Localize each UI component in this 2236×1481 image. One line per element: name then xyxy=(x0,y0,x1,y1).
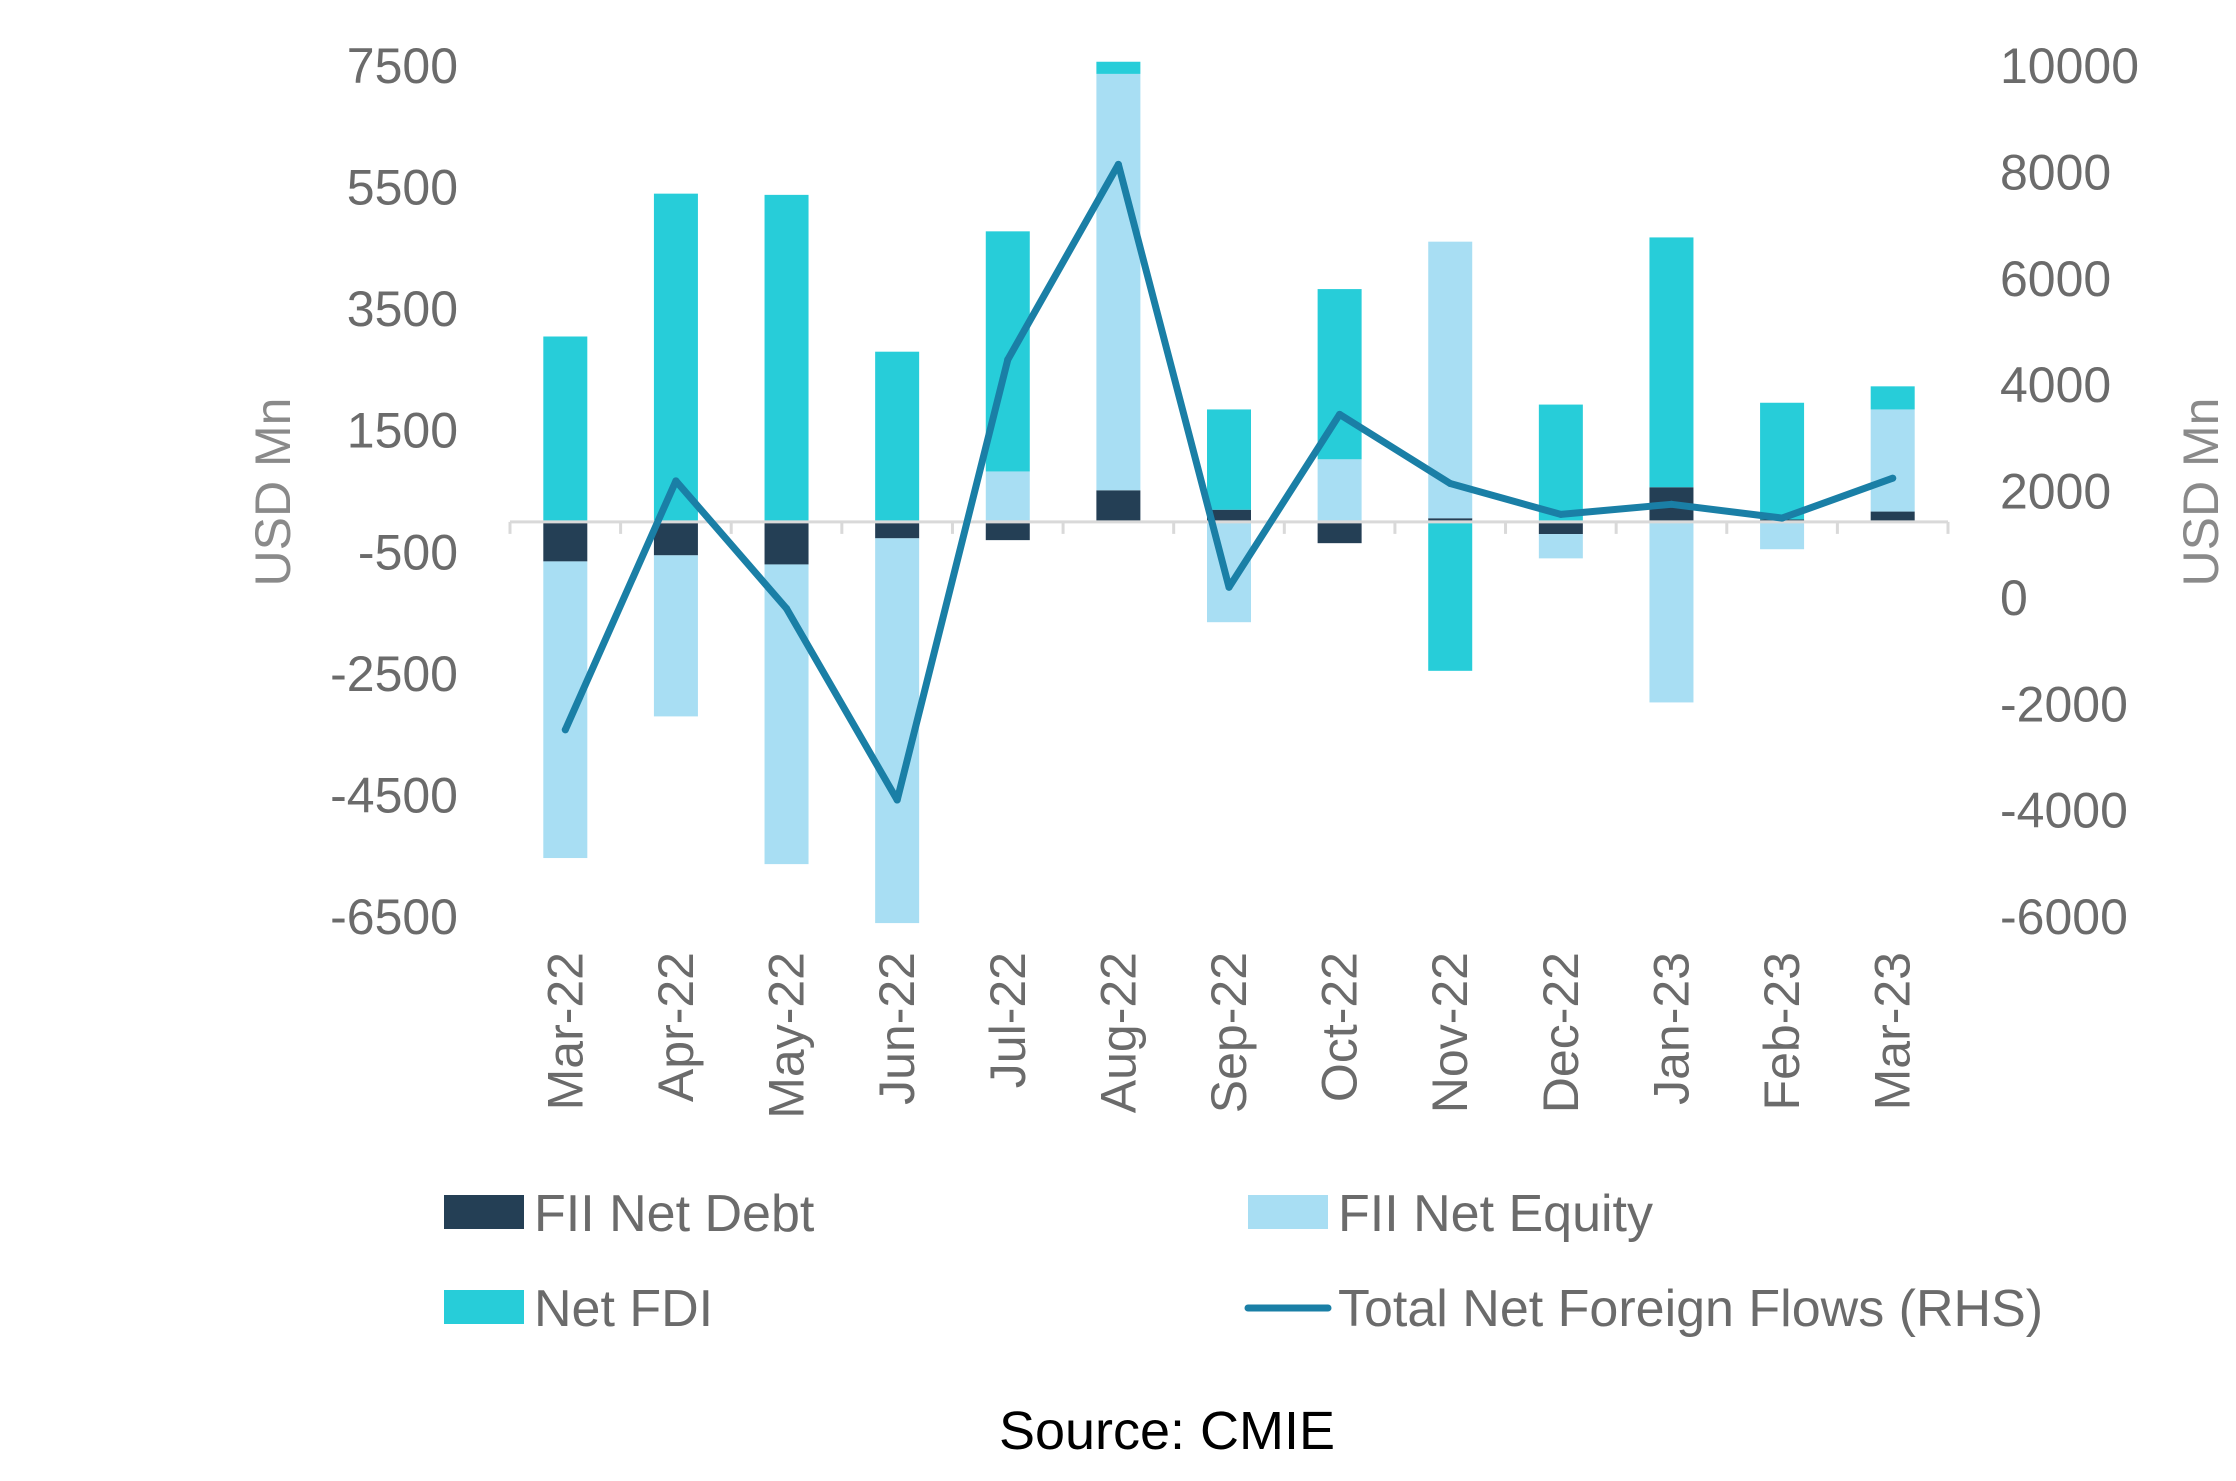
line-point-jan-23 xyxy=(1667,500,1675,508)
line-point-feb-23 xyxy=(1778,514,1786,522)
bar-net-fdi-jun-22 xyxy=(875,351,920,522)
left-axis-title: USD Mn xyxy=(245,398,301,587)
bar-net-fdi-aug-22 xyxy=(1096,61,1141,74)
x-category-label-sep-22: Sep-22 xyxy=(1201,952,1257,1113)
source-note: Source: CMIE xyxy=(999,1401,1335,1461)
x-category-label-jul-22: Jul-22 xyxy=(980,952,1036,1088)
bar-fii-net-debt-jun-22 xyxy=(875,521,920,539)
bar-fii-net-debt-jul-22 xyxy=(985,521,1030,541)
bars-layer xyxy=(543,61,1915,924)
left-tick-label: 1500 xyxy=(347,403,458,459)
line-point-jun-22 xyxy=(893,796,901,804)
right-axis-title: USD Mn xyxy=(2173,398,2229,587)
right-tick-label: 0 xyxy=(2000,570,2028,626)
bar-fii-net-equity-mar-23 xyxy=(1870,409,1915,512)
bar-fii-net-debt-oct-22 xyxy=(1317,521,1362,544)
legend-label-total-net-foreign-flows: Total Net Foreign Flows (RHS) xyxy=(1338,1280,2043,1338)
bar-net-fdi-mar-22 xyxy=(543,336,588,522)
bar-fii-net-equity-dec-22 xyxy=(1538,534,1583,559)
legend-label-fii-net-equity: FII Net Equity xyxy=(1338,1185,1653,1243)
bar-fii-net-equity-apr-22 xyxy=(653,555,698,717)
bar-net-fdi-jul-22 xyxy=(985,231,1030,472)
bar-fii-net-debt-mar-22 xyxy=(543,521,588,562)
line-point-dec-22 xyxy=(1557,510,1565,518)
right-tick-label: 8000 xyxy=(2000,144,2111,200)
x-category-label-oct-22: Oct-22 xyxy=(1312,952,1368,1102)
legend-swatch-net-fdi xyxy=(444,1290,524,1324)
bar-net-fdi-jan-23 xyxy=(1649,237,1694,488)
bar-fii-net-debt-aug-22 xyxy=(1096,490,1141,522)
bar-fii-net-equity-feb-23 xyxy=(1760,521,1805,550)
legend-label-fii-net-debt: FII Net Debt xyxy=(534,1185,815,1243)
x-axis-category-labels: Mar-22 Apr-22 May-22 Jun-22 Jul-22 Aug-22 Sep-… xyxy=(537,952,1920,1119)
left-tick-label: 3500 xyxy=(347,281,458,337)
x-tick-marks xyxy=(508,521,1950,534)
bar-fii-net-debt-sep-22 xyxy=(1207,509,1251,522)
line-point-oct-22 xyxy=(1336,410,1344,418)
right-tick-label: 2000 xyxy=(2000,464,2111,520)
bar-fii-net-equity-mar-22 xyxy=(543,561,588,859)
bar-fii-net-equity-oct-22 xyxy=(1317,459,1362,522)
x-category-label-jan-23: Jan-23 xyxy=(1643,952,1699,1105)
bar-net-fdi-may-22 xyxy=(764,194,809,522)
bar-fii-net-debt-mar-23 xyxy=(1870,511,1915,522)
bar-net-fdi-feb-23 xyxy=(1760,402,1805,520)
bar-fii-net-debt-may-22 xyxy=(764,521,809,565)
bar-net-fdi-apr-22 xyxy=(653,193,698,522)
bar-fii-net-debt-dec-22 xyxy=(1538,521,1583,535)
legend-item-net-fdi: Net FDI xyxy=(444,1280,713,1338)
right-tick-label: 6000 xyxy=(2000,251,2111,307)
left-tick-label: 7500 xyxy=(347,38,458,94)
x-category-label-aug-22: Aug-22 xyxy=(1090,952,1146,1113)
line-point-aug-22 xyxy=(1114,160,1122,168)
x-category-label-apr-22: Apr-22 xyxy=(648,952,704,1102)
bar-fii-net-debt-apr-22 xyxy=(653,521,698,556)
bar-net-fdi-sep-22 xyxy=(1207,409,1251,510)
line-point-apr-22 xyxy=(672,477,680,485)
bar-net-fdi-dec-22 xyxy=(1538,404,1583,522)
x-category-label-feb-23: Feb-23 xyxy=(1754,952,1810,1110)
left-tick-label: -6500 xyxy=(330,889,458,945)
x-category-label-mar-23: Mar-23 xyxy=(1865,952,1921,1110)
x-category-label-mar-22: Mar-22 xyxy=(537,952,593,1110)
x-category-label-dec-22: Dec-22 xyxy=(1533,952,1589,1113)
right-tick-label: 4000 xyxy=(2000,357,2111,413)
line-point-jul-22 xyxy=(1004,356,1012,364)
bar-net-fdi-nov-22 xyxy=(1428,521,1473,671)
left-axis-ticks: 7500 5500 3500 1500 -500 -2500 -4500 -6500 xyxy=(330,38,458,945)
right-tick-label: -6000 xyxy=(2000,889,2128,945)
left-tick-label: -2500 xyxy=(330,646,458,702)
legend-swatch-fii-net-debt xyxy=(444,1195,524,1229)
left-tick-label: -4500 xyxy=(330,767,458,823)
bar-fii-net-equity-jul-22 xyxy=(985,471,1030,522)
bar-fii-net-equity-aug-22 xyxy=(1096,73,1141,491)
bar-fii-net-equity-jan-23 xyxy=(1649,521,1694,703)
line-point-nov-22 xyxy=(1446,480,1454,488)
legend-item-fii-net-equity: FII Net Equity xyxy=(1248,1185,1653,1243)
legend-item-total-net-foreign-flows: Total Net Foreign Flows (RHS) xyxy=(1244,1280,2043,1338)
left-tick-label: -500 xyxy=(358,524,458,580)
bar-fii-net-debt-nov-22 xyxy=(1428,518,1473,522)
line-layer xyxy=(561,160,1897,804)
x-category-label-jun-22: Jun-22 xyxy=(869,952,925,1105)
legend-swatch-fii-net-equity xyxy=(1248,1195,1328,1229)
legend-label-net-fdi: Net FDI xyxy=(534,1280,713,1338)
x-category-label-nov-22: Nov-22 xyxy=(1422,952,1478,1113)
bar-net-fdi-mar-23 xyxy=(1870,386,1915,410)
line-point-mar-23 xyxy=(1889,474,1897,482)
line-point-sep-22 xyxy=(1225,583,1233,591)
line-point-mar-22 xyxy=(561,726,569,734)
right-tick-label: 10000 xyxy=(2000,38,2139,94)
line-point-may-22 xyxy=(783,605,791,613)
legend: FII Net Debt FII Net Equity Net FDI Tota… xyxy=(444,1185,2043,1338)
right-tick-label: -2000 xyxy=(2000,676,2128,732)
right-axis-ticks: 10000 8000 6000 4000 2000 0 -2000 -4000 -6000 xyxy=(2000,38,2139,945)
legend-item-fii-net-debt: FII Net Debt xyxy=(444,1185,815,1243)
left-tick-label: 5500 xyxy=(347,160,458,216)
x-category-label-may-22: May-22 xyxy=(759,952,815,1119)
right-tick-label: -4000 xyxy=(2000,783,2128,839)
